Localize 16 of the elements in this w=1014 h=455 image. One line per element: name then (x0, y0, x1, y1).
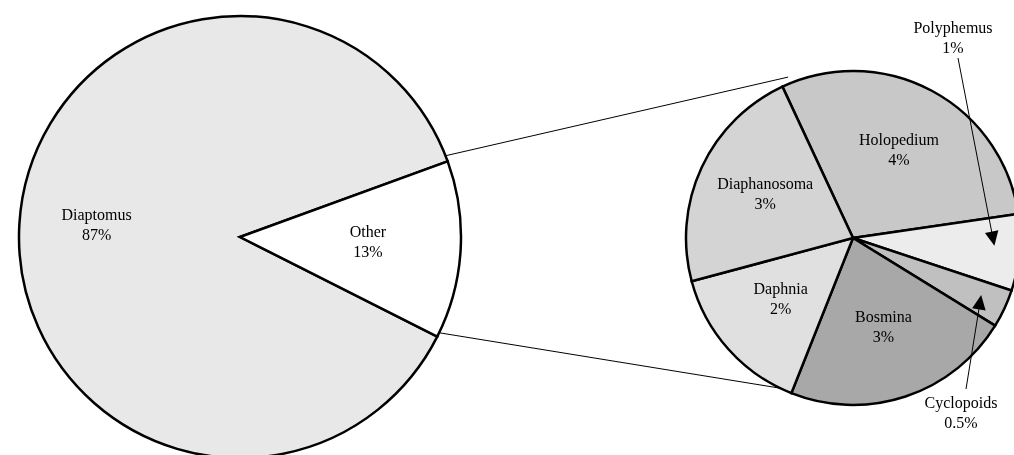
slice-label: Holopedium (858, 130, 940, 149)
data-label: 2% (769, 300, 792, 318)
data-label: 3% (872, 327, 895, 345)
slice-label: Polyphemus (913, 19, 993, 37)
data-label: 0.5% (944, 414, 978, 431)
slice-label: Other (349, 222, 387, 240)
slice-label: Cyclopoids (924, 394, 998, 412)
slice-label: Diaphanosoma (717, 175, 814, 194)
data-label: 3% (754, 195, 776, 213)
slice-label: Daphnia (753, 280, 808, 299)
slice-label: Diaptomus (61, 206, 132, 225)
data-label: 13% (353, 242, 383, 260)
data-label: 1% (942, 39, 964, 56)
slice-label: Bosmina (855, 307, 912, 325)
data-label: 87% (81, 226, 112, 244)
data-label: 4% (888, 150, 910, 168)
